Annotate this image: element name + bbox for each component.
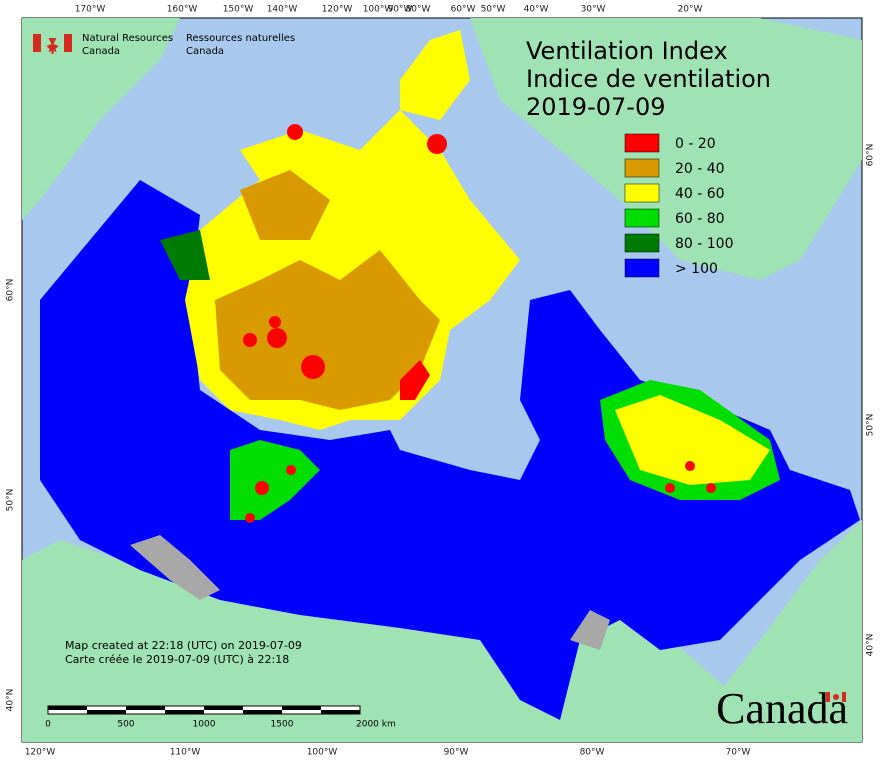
latitude-label: 50°N [866,414,876,437]
scale-segment [243,710,282,714]
scale-segment [282,706,321,710]
longitude-label: 40°W [524,5,549,15]
agency-name: Ressources naturelles [186,33,295,44]
latitude-label: 50°N [6,489,16,512]
longitude-label: 140°W [267,5,298,15]
scale-segment [126,706,165,710]
longitude-label: 150°W [223,5,254,15]
scale-label: 2000 km [356,720,396,730]
credit-line: Map created at 22:18 (UTC) on 2019-07-09 [65,639,302,652]
legend-label: 80 - 100 [675,236,734,252]
scale-label: 500 [117,720,134,730]
longitude-label: 70°W [726,748,751,758]
longitude-label: 160°W [167,5,198,15]
latitude-label: 60°N [6,279,16,302]
longitude-label: 120°W [25,748,56,758]
longitude-label: 120°W [322,5,353,15]
agency-name: Canada [186,46,224,57]
scale-label: 1000 [193,720,216,730]
legend-label: 20 - 40 [675,161,725,177]
wordmark: Canada [716,684,848,733]
latitude-label: 60°N [866,144,876,167]
longitude-label: 90°W [388,5,413,15]
legend-swatch [624,233,660,253]
legend-label: 60 - 80 [675,211,725,227]
longitude-label: 90°W [444,748,469,758]
latitude-label: 40°N [866,634,876,657]
longitude-label: 100°W [307,748,338,758]
scale-segment [204,706,243,710]
scale-segment [165,710,204,714]
map-title: Indice de ventilation [526,65,771,93]
scale-label: 0 [45,720,51,730]
agency-name: Natural Resources [82,33,173,44]
longitude-label: 110°W [170,748,201,758]
legend-label: > 100 [675,261,718,277]
basemap [22,18,862,742]
legend-swatch [624,258,660,278]
latitude-label: 40°N [6,689,16,712]
wordmark-flag [826,692,846,702]
longitude-label: 50°W [481,5,506,15]
legend-label: 40 - 60 [675,186,725,202]
map-title: 2019-07-09 [526,93,665,121]
scale-segment [48,706,87,710]
legend-label: 0 - 20 [675,136,716,152]
legend-swatch [624,183,660,203]
longitude-label: 170°W [75,5,106,15]
longitude-label: 80°W [580,748,605,758]
longitude-label: 100°W [363,5,394,15]
longitude-label: 80°W [406,5,431,15]
longitude-label: 20°W [678,5,703,15]
map-title: Ventilation Index [526,37,728,65]
scale-label: 1500 [271,720,294,730]
longitude-label: 30°W [581,5,606,15]
credit-line: Carte créée le 2019-07-09 (UTC) à 22:18 [65,653,289,666]
agency-name: Canada [82,46,120,57]
agency-flag [33,34,72,54]
legend-swatch [624,208,660,228]
legend-swatch [624,133,660,153]
longitude-label: 60°W [451,5,476,15]
scale-segment [87,710,126,714]
legend-swatch [624,158,660,178]
scale-segment [321,710,360,714]
